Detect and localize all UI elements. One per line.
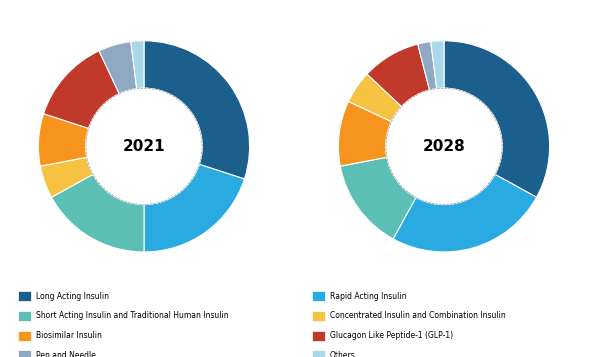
Text: Biosimilar Insulin: Biosimilar Insulin (36, 331, 102, 340)
Text: Short Acting Insulin and Traditional Human Insulin: Short Acting Insulin and Traditional Hum… (36, 311, 229, 321)
Wedge shape (99, 42, 137, 94)
Text: Long Acting Insulin: Long Acting Insulin (36, 292, 109, 301)
Text: Others: Others (330, 351, 356, 357)
Wedge shape (144, 164, 244, 252)
Circle shape (386, 88, 502, 205)
Text: 2021: 2021 (122, 139, 166, 154)
Text: Rapid Acting Insulin: Rapid Acting Insulin (330, 292, 407, 301)
Wedge shape (44, 51, 119, 129)
Wedge shape (444, 41, 550, 197)
Wedge shape (338, 101, 391, 166)
Wedge shape (144, 41, 250, 179)
Text: Glucagon Like Peptide-1 (GLP-1): Glucagon Like Peptide-1 (GLP-1) (330, 331, 453, 340)
Wedge shape (393, 174, 536, 252)
Wedge shape (52, 174, 144, 252)
Text: Concentrated Insulin and Combination Insulin: Concentrated Insulin and Combination Ins… (330, 311, 506, 321)
Text: Pen and Needle: Pen and Needle (36, 351, 96, 357)
Wedge shape (131, 41, 144, 89)
Wedge shape (367, 44, 430, 107)
Wedge shape (40, 157, 93, 197)
Wedge shape (431, 41, 444, 89)
Text: 2028: 2028 (422, 139, 466, 154)
Circle shape (86, 88, 202, 205)
Wedge shape (349, 74, 401, 122)
Wedge shape (340, 157, 416, 239)
Wedge shape (418, 42, 437, 90)
Wedge shape (38, 114, 89, 166)
